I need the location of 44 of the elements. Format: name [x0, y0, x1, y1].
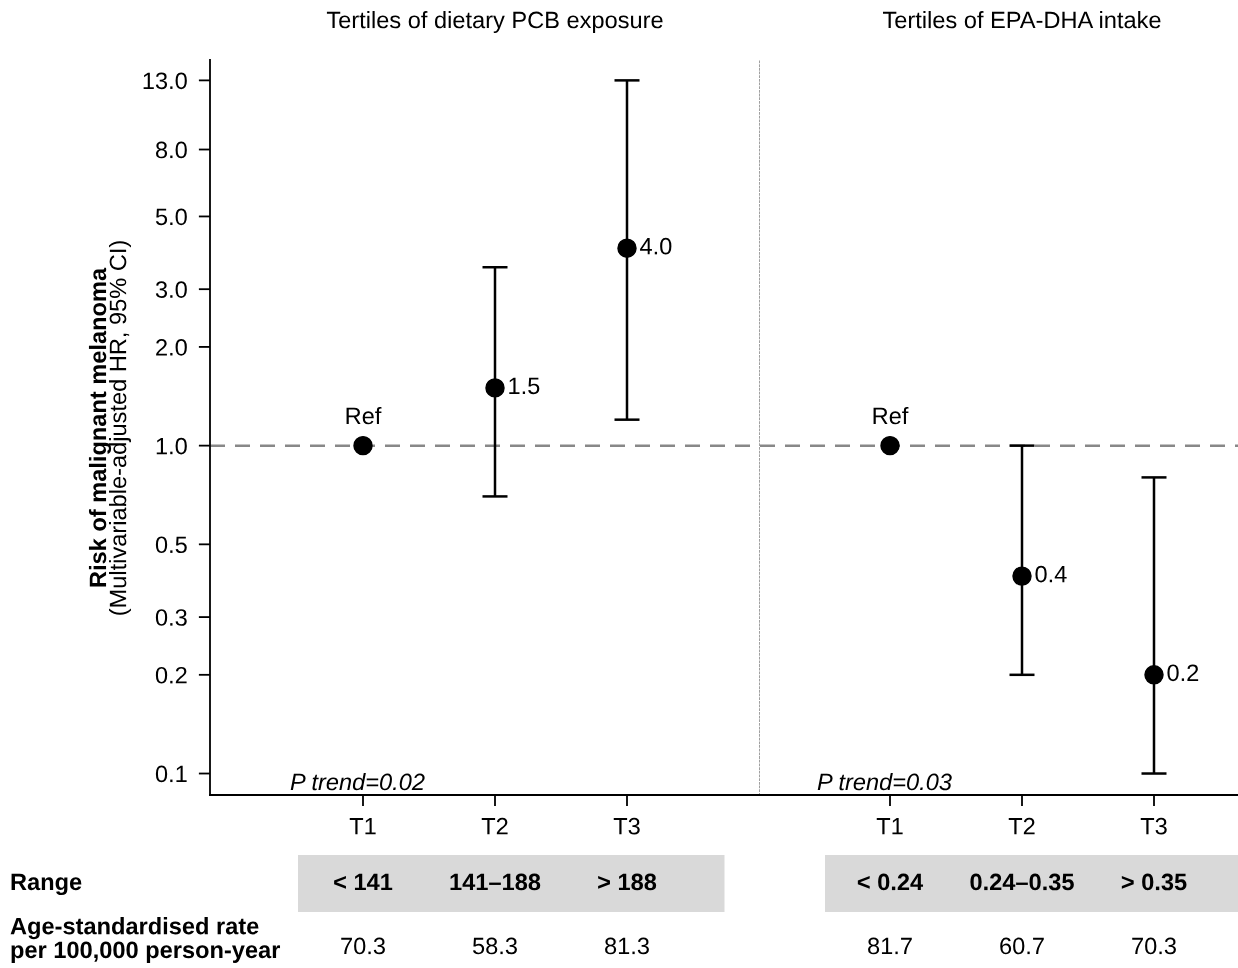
x-tick-label: T2 — [481, 817, 508, 835]
data-label: 1.5 — [509, 377, 540, 395]
point — [353, 435, 373, 456]
x-tick-label: T1 — [349, 818, 376, 835]
text: 58.3 — [472, 937, 517, 955]
point — [617, 238, 637, 258]
text: 70.3 — [341, 937, 385, 955]
x-tick-label: T2 — [1008, 817, 1035, 835]
text: < 0.24 — [857, 873, 924, 891]
text: < 141 — [334, 873, 393, 891]
text: > 188 — [598, 873, 657, 891]
text: Range — [11, 873, 82, 895]
data-label: 0.2 — [1167, 664, 1199, 682]
point — [485, 378, 505, 398]
y-tick-label: 0.2 — [155, 666, 187, 684]
text: 60.7 — [1000, 937, 1044, 955]
y-tick-label: 1.0 — [156, 437, 187, 455]
text: 81.3 — [605, 937, 649, 955]
x-tick-label: T3 — [613, 817, 640, 835]
chart-title: Tertiles of EPA-DHA intake — [883, 11, 1161, 29]
text: 81.7 — [868, 937, 912, 955]
text: 141–188 — [450, 873, 541, 891]
y-axis-title: Risk of malignant melanoma (Multivariable-adjusted HR, 95% CI) — [88, 241, 132, 615]
data-label: Ref — [346, 406, 382, 425]
y-tick-label: 8.0 — [155, 141, 187, 159]
annotation: P trend=0.02 — [290, 772, 425, 791]
text: > 0.35 — [1121, 873, 1187, 891]
y-tick-label: 3.0 — [155, 281, 187, 298]
data-label: 0.4 — [1035, 565, 1067, 583]
x-tick-label: T3 — [1140, 817, 1167, 835]
text: 70.3 — [1132, 937, 1176, 955]
data-label: Ref — [873, 406, 909, 425]
y-tick-label: 2.0 — [156, 338, 187, 356]
x-tick-label: T1 — [876, 818, 903, 835]
text: 0.24–0.35 — [970, 873, 1074, 891]
y-tick-label: 5.0 — [155, 208, 187, 226]
annotation: P trend=0.03 — [817, 772, 952, 791]
y-tick-label: 0.3 — [155, 609, 187, 626]
data-label: 4.0 — [640, 237, 672, 255]
y-tick-label: 0.5 — [155, 536, 187, 554]
chart-title: Tertiles of dietary PCB exposure — [326, 11, 663, 33]
text: Age-standardised rate per 100,000 person-year — [10, 917, 281, 963]
y-tick-label: 0.1 — [155, 765, 187, 783]
y-tick-label: 13.0 — [143, 72, 187, 90]
